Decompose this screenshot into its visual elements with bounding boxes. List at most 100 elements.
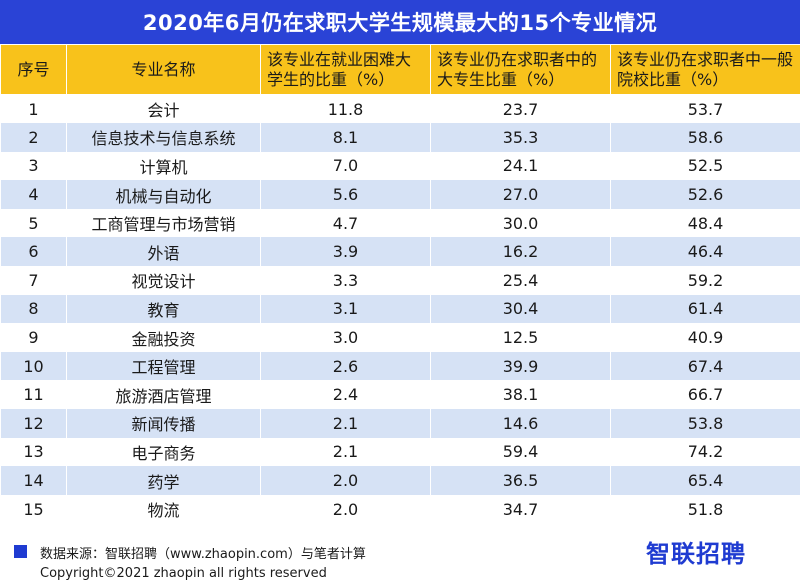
cell-general-school-share: 65.4 [610,466,800,495]
cell-index: 3 [0,151,67,181]
cell-general-school-share: 40.9 [610,323,800,352]
cell-college-share: 24.1 [430,151,611,181]
cell-index: 13 [0,437,67,467]
cell-college-share: 16.2 [430,237,611,267]
cell-major: 电子商务 [66,437,261,467]
cell-major: 工程管理 [66,351,261,381]
data-table: 序号 专业名称 该专业在就业困难大学生的比重（%） 该专业仍在求职者中的大专生比… [0,44,800,524]
cell-difficult-share: 2.0 [260,494,431,524]
cell-major: 金融投资 [66,323,261,352]
cell-major: 旅游酒店管理 [66,380,261,410]
header-row: 序号 专业名称 该专业在就业困难大学生的比重（%） 该专业仍在求职者中的大专生比… [0,44,800,95]
brand-logo: 智联招聘 [646,540,746,568]
header-major: 专业名称 [66,44,261,95]
table-body: 1 会计 11.8 23.7 53.7 2 信息技术与信息系统 8.1 35.3 58.6 3 计算机… [0,94,800,524]
cell-major: 计算机 [66,151,261,181]
cell-college-share: 25.4 [430,266,611,295]
cell-college-share: 36.5 [430,466,611,495]
table-row: 10 工程管理 2.6 39.9 67.4 [0,351,800,381]
cell-general-school-share: 66.7 [610,380,800,410]
table-row: 5 工商管理与市场营销 4.7 30.0 48.4 [0,208,800,238]
cell-college-share: 14.6 [430,409,611,438]
cell-index: 12 [0,409,67,438]
cell-index: 8 [0,294,67,324]
header-index: 序号 [0,44,67,95]
cell-general-school-share: 74.2 [610,437,800,467]
cell-general-school-share: 53.8 [610,409,800,438]
cell-college-share: 35.3 [430,123,611,152]
cell-index: 10 [0,351,67,381]
header-general-school-share: 该专业仍在求职者中一般院校比重（%） [610,44,800,95]
cell-general-school-share: 61.4 [610,294,800,324]
legend-square-icon [14,545,27,558]
cell-college-share: 30.0 [430,208,611,238]
cell-general-school-share: 53.7 [610,94,800,124]
table-row: 11 旅游酒店管理 2.4 38.1 66.7 [0,380,800,410]
cell-major: 物流 [66,494,261,524]
cell-major: 工商管理与市场营销 [66,208,261,238]
table-row: 12 新闻传播 2.1 14.6 53.8 [0,409,800,438]
table-row: 9 金融投资 3.0 12.5 40.9 [0,323,800,352]
cell-college-share: 30.4 [430,294,611,324]
cell-difficult-share: 8.1 [260,123,431,152]
cell-general-school-share: 67.4 [610,351,800,381]
cell-major: 外语 [66,237,261,267]
table-row: 4 机械与自动化 5.6 27.0 52.6 [0,180,800,209]
cell-major: 教育 [66,294,261,324]
cell-major: 新闻传播 [66,409,261,438]
cell-difficult-share: 2.1 [260,409,431,438]
cell-college-share: 23.7 [430,94,611,124]
cell-general-school-share: 48.4 [610,208,800,238]
cell-major: 机械与自动化 [66,180,261,209]
cell-difficult-share: 2.1 [260,437,431,467]
cell-index: 11 [0,380,67,410]
cell-major: 药学 [66,466,261,495]
cell-difficult-share: 3.9 [260,237,431,267]
table-row: 7 视觉设计 3.3 25.4 59.2 [0,266,800,295]
table-row: 15 物流 2.0 34.7 51.8 [0,494,800,524]
table-row: 2 信息技术与信息系统 8.1 35.3 58.6 [0,123,800,152]
source-note: 数据来源：智联招聘（www.zhaopin.com）与笔者计算 [40,547,366,562]
cell-index: 14 [0,466,67,495]
cell-index: 4 [0,180,67,209]
copyright-text: Copyright©2021 zhaopin all rights reserv… [40,566,327,581]
cell-index: 6 [0,237,67,267]
table-row: 1 会计 11.8 23.7 53.7 [0,94,800,124]
cell-general-school-share: 46.4 [610,237,800,267]
cell-difficult-share: 7.0 [260,151,431,181]
cell-difficult-share: 3.3 [260,266,431,295]
cell-college-share: 39.9 [430,351,611,381]
cell-difficult-share: 4.7 [260,208,431,238]
cell-difficult-share: 2.4 [260,380,431,410]
table-row: 13 电子商务 2.1 59.4 74.2 [0,437,800,467]
cell-college-share: 34.7 [430,494,611,524]
cell-general-school-share: 58.6 [610,123,800,152]
cell-index: 5 [0,208,67,238]
cell-major: 视觉设计 [66,266,261,295]
table-row: 8 教育 3.1 30.4 61.4 [0,294,800,324]
cell-difficult-share: 2.0 [260,466,431,495]
header-difficult-share: 该专业在就业困难大学生的比重（%） [260,44,431,95]
cell-general-school-share: 52.5 [610,151,800,181]
cell-college-share: 12.5 [430,323,611,352]
cell-major: 会计 [66,94,261,124]
footer: 数据来源：智联招聘（www.zhaopin.com）与笔者计算 智联招聘 [0,540,800,568]
header-college-share: 该专业仍在求职者中的大专生比重（%） [430,44,611,95]
cell-index: 1 [0,94,67,124]
cell-general-school-share: 59.2 [610,266,800,295]
table-row: 14 药学 2.0 36.5 65.4 [0,466,800,495]
cell-general-school-share: 52.6 [610,180,800,209]
cell-index: 15 [0,494,67,524]
cell-difficult-share: 3.1 [260,294,431,324]
cell-index: 7 [0,266,67,295]
cell-major: 信息技术与信息系统 [66,123,261,152]
cell-index: 2 [0,123,67,152]
cell-general-school-share: 51.8 [610,494,800,524]
cell-college-share: 27.0 [430,180,611,209]
table-title: 2020年6月仍在求职大学生规模最大的15个专业情况 [0,0,800,44]
cell-difficult-share: 5.6 [260,180,431,209]
table-row: 6 外语 3.9 16.2 46.4 [0,237,800,267]
table-row: 3 计算机 7.0 24.1 52.5 [0,151,800,181]
cell-college-share: 59.4 [430,437,611,467]
cell-college-share: 38.1 [430,380,611,410]
